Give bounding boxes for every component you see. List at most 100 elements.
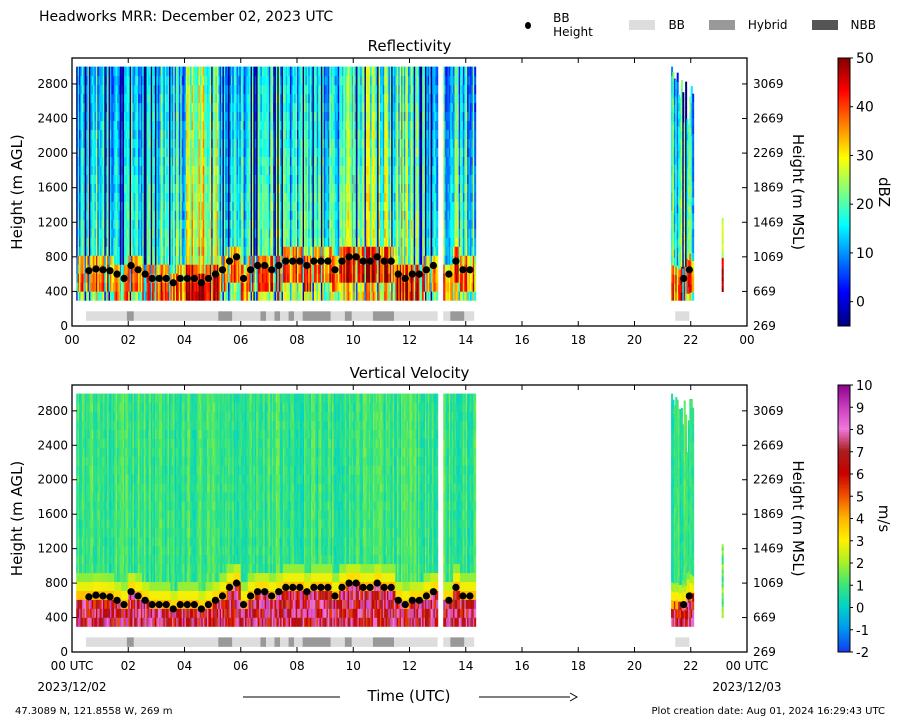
field-cell bbox=[305, 84, 308, 95]
field-cell bbox=[250, 183, 253, 193]
field-cell bbox=[301, 165, 304, 175]
field-cell bbox=[76, 93, 79, 104]
field-cell bbox=[157, 84, 160, 95]
field-cell bbox=[81, 183, 84, 193]
field-cell bbox=[277, 183, 280, 193]
field-cell bbox=[152, 138, 155, 149]
field-cell bbox=[270, 120, 273, 131]
field-cell bbox=[305, 156, 308, 166]
field-cell bbox=[115, 219, 118, 229]
field-cell bbox=[129, 120, 132, 131]
field-cell bbox=[306, 246, 309, 256]
field-cell bbox=[80, 165, 83, 175]
field-cell bbox=[118, 66, 121, 77]
field-cell bbox=[273, 102, 276, 113]
field-cell bbox=[236, 102, 239, 113]
field-cell bbox=[136, 102, 139, 113]
field-cell bbox=[313, 237, 316, 247]
field-cell bbox=[94, 102, 97, 113]
panel-title: Reflectivity bbox=[368, 37, 452, 55]
field-cell bbox=[101, 84, 104, 95]
field-cell bbox=[164, 75, 167, 86]
field-cell bbox=[261, 111, 264, 122]
field-cell bbox=[81, 84, 84, 95]
field-cell bbox=[143, 165, 146, 175]
field-cell bbox=[153, 120, 156, 131]
field-cell bbox=[219, 138, 222, 149]
field-cell bbox=[178, 120, 181, 131]
field-cell bbox=[108, 120, 111, 131]
field-cell bbox=[247, 183, 250, 193]
field-cell bbox=[191, 120, 194, 131]
field-cell bbox=[261, 201, 264, 211]
field-cell bbox=[107, 93, 110, 104]
field-cell bbox=[268, 84, 271, 95]
field-cell bbox=[309, 219, 312, 229]
field-cell bbox=[187, 84, 190, 95]
field-cell bbox=[267, 120, 270, 131]
field-cell bbox=[145, 156, 148, 166]
field-cell bbox=[229, 84, 232, 95]
field-cell bbox=[275, 129, 278, 140]
field-cell bbox=[266, 219, 269, 229]
field-cell bbox=[192, 282, 195, 292]
field-cell bbox=[209, 66, 212, 77]
field-cell bbox=[302, 210, 305, 220]
field-cell bbox=[309, 102, 312, 113]
field-cell bbox=[235, 192, 238, 202]
field-cell bbox=[275, 291, 278, 301]
field-cell bbox=[302, 66, 305, 77]
field-cell bbox=[275, 120, 278, 131]
field-cell bbox=[308, 165, 311, 175]
field-cell bbox=[280, 246, 283, 256]
field-cell bbox=[313, 264, 316, 274]
field-cell bbox=[305, 219, 308, 229]
field-cell bbox=[226, 138, 229, 149]
field-cell bbox=[315, 138, 318, 149]
field-cell bbox=[97, 291, 100, 301]
field-cell bbox=[306, 264, 309, 274]
field-cell bbox=[207, 156, 210, 166]
field-cell bbox=[287, 273, 290, 283]
field-cell bbox=[240, 246, 243, 256]
field-cell bbox=[150, 237, 153, 247]
field-cell bbox=[187, 138, 190, 149]
field-cell bbox=[289, 174, 292, 184]
field-cell bbox=[83, 129, 86, 140]
field-cell bbox=[129, 174, 132, 184]
field-cell bbox=[240, 102, 243, 113]
field-cell bbox=[90, 138, 93, 149]
field-cell bbox=[129, 75, 132, 86]
field-cell bbox=[174, 228, 177, 238]
field-cell bbox=[261, 282, 264, 292]
field-cell bbox=[160, 111, 163, 122]
field-cell bbox=[86, 246, 89, 256]
field-cell bbox=[139, 84, 142, 95]
field-cell bbox=[164, 165, 167, 175]
field-cell bbox=[152, 111, 155, 122]
field-cell bbox=[181, 138, 184, 149]
field-cell bbox=[202, 210, 205, 220]
field-cell bbox=[167, 138, 170, 149]
field-cell bbox=[312, 291, 315, 301]
field-cell bbox=[132, 102, 135, 113]
field-cell bbox=[299, 219, 302, 229]
field-cell bbox=[181, 210, 184, 220]
field-cell bbox=[197, 201, 200, 211]
field-cell bbox=[170, 228, 173, 238]
field-cell bbox=[79, 147, 82, 158]
field-cell bbox=[229, 75, 232, 86]
field-cell bbox=[84, 264, 87, 274]
field-cell bbox=[81, 147, 84, 158]
field-cell bbox=[100, 165, 103, 175]
field-cell bbox=[88, 228, 91, 238]
field-cell bbox=[214, 129, 217, 140]
field-cell bbox=[202, 129, 205, 140]
field-cell bbox=[309, 138, 312, 149]
field-cell bbox=[309, 291, 312, 301]
field-cell bbox=[171, 93, 174, 104]
field-cell bbox=[222, 174, 225, 184]
field-cell bbox=[250, 120, 253, 131]
field-cell bbox=[121, 192, 124, 202]
field-cell bbox=[211, 201, 214, 211]
